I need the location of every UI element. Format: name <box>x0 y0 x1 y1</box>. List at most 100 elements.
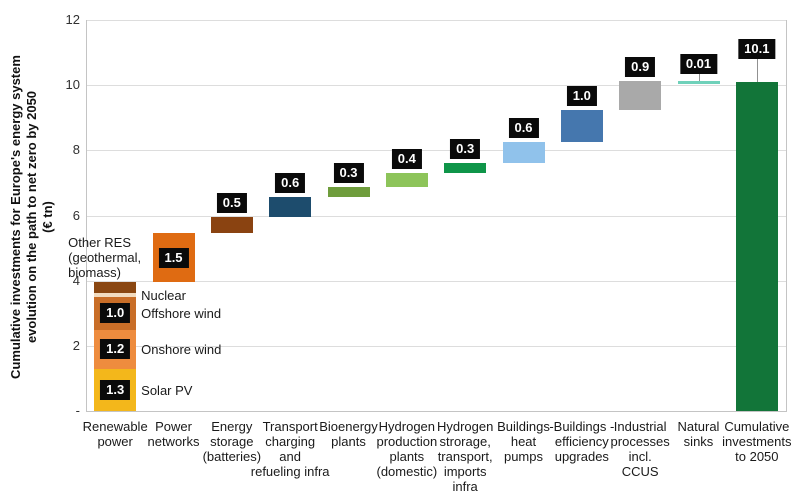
x-category-label-line: upgrades <box>554 449 609 464</box>
x-category-label-line: (domestic) <box>376 464 438 479</box>
x-category-label: Energy storage (batteries) <box>203 419 262 464</box>
x-category-label-line: Industrial <box>613 419 667 434</box>
y-tick-label: - <box>75 403 80 418</box>
x-category-label: Natural sinks <box>678 419 720 449</box>
x-category-label: Transport charging and refueling infra <box>251 419 330 479</box>
value-label: 1.0 <box>100 303 131 324</box>
x-axis-line <box>86 411 787 412</box>
x-category-label-line: plants <box>331 434 366 449</box>
bar <box>444 162 487 174</box>
value-label: 0.3 <box>450 138 481 159</box>
value-label: 0.5 <box>216 193 247 214</box>
x-category-label-line: networks <box>147 434 200 449</box>
gridline <box>86 150 786 152</box>
y-tick-label: 4 <box>72 272 80 288</box>
x-category-label: Power networks <box>147 419 199 449</box>
value-label: 1.5 <box>158 247 189 268</box>
segment-label: Nuclear <box>141 288 186 303</box>
x-category-label-line: and <box>279 449 301 464</box>
x-category-label-line: Buildings <box>497 419 550 434</box>
x-category-label-line: -Buildings - <box>549 419 615 434</box>
bar <box>210 217 253 234</box>
bar <box>269 196 312 218</box>
value-label: 1.3 <box>100 379 131 400</box>
value-label: 0.01 <box>679 54 718 75</box>
gridline <box>86 215 786 217</box>
x-category-label-line: Renewable <box>82 419 148 434</box>
x-category-label-line: Power <box>155 419 192 434</box>
y-tick-label: 6 <box>72 207 80 223</box>
y-tick-label: 2 <box>72 337 80 353</box>
leader-line <box>756 58 758 82</box>
y-tick-label: 10 <box>65 77 80 93</box>
x-category-label-line: imports <box>443 464 487 479</box>
value-label: 0.6 <box>508 117 539 138</box>
x-category-label-line: Hydrogen <box>436 419 494 434</box>
x-category-label-line: Energy <box>211 419 253 434</box>
bar <box>735 81 778 411</box>
x-category-label-line: strorage, <box>439 434 491 449</box>
x-category-label-line: Natural <box>677 419 720 434</box>
x-category-label-line: infra <box>452 479 478 494</box>
bar-segment-nuclear <box>94 293 137 297</box>
value-label: 1.2 <box>100 339 131 360</box>
x-category-label-line: investments <box>722 434 792 449</box>
x-category-label: Buildings heat pumps <box>497 419 550 464</box>
x-category-label-line: pumps <box>503 449 544 464</box>
segment-label-line: Other RES <box>68 235 132 251</box>
x-category-label-line: (batteries) <box>202 449 262 464</box>
value-label: 1.0 <box>566 85 597 106</box>
bar <box>560 109 603 142</box>
segment-label-line: biomass) <box>68 265 121 281</box>
x-category-label-line: plants <box>389 449 425 464</box>
x-category-label: Industrial processes incl. CCUS <box>611 419 670 479</box>
y-tick-label: 8 <box>72 142 80 158</box>
segment-label: Onshore wind <box>141 342 222 358</box>
bar <box>502 141 545 163</box>
x-category-label-line: Transport <box>262 419 318 434</box>
x-category-label-line: processes <box>610 434 670 449</box>
value-label: 0.3 <box>333 163 364 184</box>
bar <box>619 81 662 110</box>
x-category-label: -Buildings - efficiency upgrades <box>549 419 614 464</box>
bar-segment-other-res-geothermal-biomass <box>94 282 137 294</box>
x-category-label: Cumulative investments to 2050 <box>722 419 791 464</box>
x-category-label-line: CCUS <box>621 464 659 479</box>
value-label: 0.9 <box>625 57 656 78</box>
x-category-label-line: to 2050 <box>735 449 779 464</box>
x-category-label: Renewable power <box>83 419 148 449</box>
y-tick-label: 12 <box>65 12 80 27</box>
x-category-label-line: production <box>376 434 438 449</box>
x-category-label-line: transport, <box>437 449 493 464</box>
x-category-label-line: Cumulative <box>724 419 790 434</box>
plot-right-border <box>786 20 787 411</box>
segment-label: Offshore wind <box>141 306 222 322</box>
y-axis-line <box>86 20 87 411</box>
value-label: 0.6 <box>275 172 306 193</box>
x-category-label-line: Hydrogen <box>378 419 436 434</box>
x-category-label: Hydrogen strorage, transport, imports infra <box>437 419 493 494</box>
bar-natural-sinks <box>677 81 720 85</box>
value-label: 10.1 <box>738 38 776 59</box>
segment-label-line: (geothermal, <box>68 250 142 266</box>
segment-label-other-res: Other RES (geothermal, biomass) <box>68 235 141 280</box>
x-category-label-line: efficiency <box>554 434 609 449</box>
x-category-label-line: refueling infra <box>250 464 330 479</box>
x-category-label-line: incl. <box>628 449 652 464</box>
bar <box>327 187 370 197</box>
bar <box>385 173 428 188</box>
x-category-label-line: Bioenergy <box>319 419 378 434</box>
gridline <box>86 85 786 87</box>
leader-line <box>698 74 700 82</box>
segment-label: Solar PV <box>141 382 193 398</box>
gridline <box>86 20 786 21</box>
gridline <box>86 345 786 347</box>
gridline <box>86 280 786 282</box>
x-category-label-line: power <box>97 434 133 449</box>
value-label: 0.4 <box>391 149 422 170</box>
x-category-label: Bioenergy plants <box>319 419 378 449</box>
x-category-label-line: sinks <box>683 434 714 449</box>
x-category-label-line: storage <box>210 434 254 449</box>
